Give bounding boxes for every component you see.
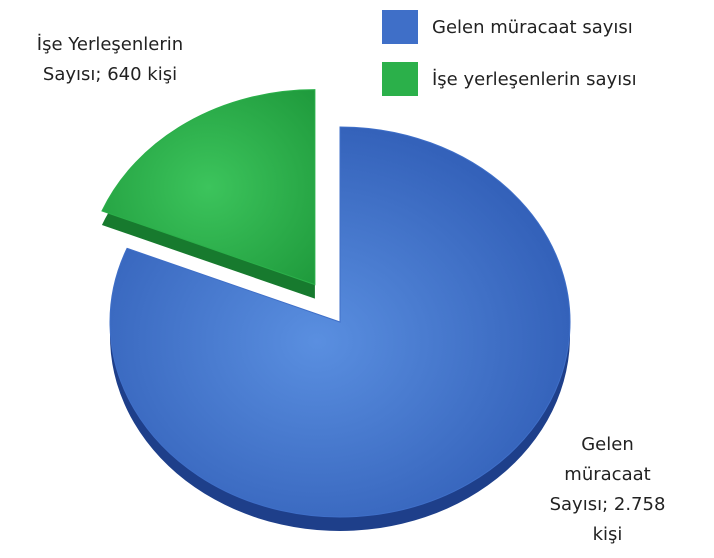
data-label: Gelen müracaat Sayısı; 2.758 kişi xyxy=(549,434,666,545)
legend-label: Gelen müracaat sayısı xyxy=(432,16,633,38)
legend-swatch xyxy=(382,10,418,44)
legend-swatch xyxy=(382,62,418,96)
slice xyxy=(101,89,316,286)
slice xyxy=(109,126,571,518)
legend-item: İşe yerleşenlerin sayısı xyxy=(382,62,637,96)
data-label: İşe Yerleşenlerin Sayısı; 640 kişi xyxy=(36,34,184,85)
legend-item: Gelen müracaat sayısı xyxy=(382,10,633,44)
legend-label: İşe yerleşenlerin sayısı xyxy=(432,68,637,90)
